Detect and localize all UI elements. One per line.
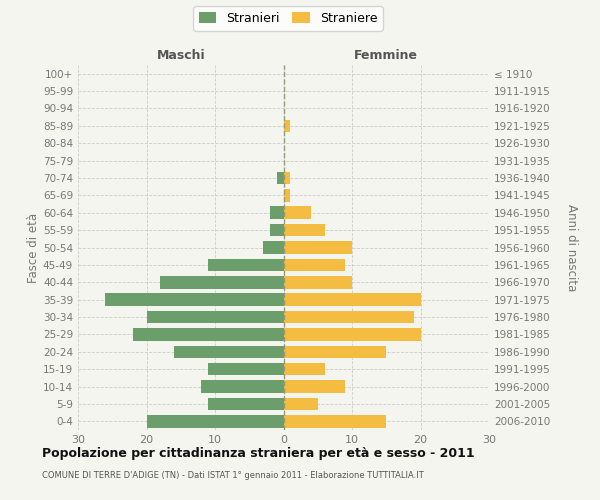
Bar xyxy=(284,311,413,324)
Bar xyxy=(284,328,421,340)
Bar xyxy=(202,380,284,393)
Bar xyxy=(284,120,290,132)
Bar xyxy=(146,415,284,428)
Bar xyxy=(277,172,284,184)
Bar xyxy=(146,311,284,324)
Bar xyxy=(284,398,318,410)
Bar xyxy=(263,241,284,254)
Text: Femmine: Femmine xyxy=(354,48,418,62)
Bar xyxy=(160,276,284,288)
Bar xyxy=(284,346,386,358)
Bar xyxy=(284,380,345,393)
Bar xyxy=(284,415,386,428)
Bar xyxy=(270,206,284,219)
Bar xyxy=(208,258,284,271)
Text: Maschi: Maschi xyxy=(157,48,205,62)
Text: Popolazione per cittadinanza straniera per età e sesso - 2011: Popolazione per cittadinanza straniera p… xyxy=(42,448,475,460)
Bar xyxy=(208,398,284,410)
Bar xyxy=(284,241,352,254)
Y-axis label: Fasce di età: Fasce di età xyxy=(27,212,40,282)
Bar xyxy=(270,224,284,236)
Bar xyxy=(284,276,352,288)
Bar xyxy=(284,172,290,184)
Bar xyxy=(284,294,421,306)
Bar xyxy=(133,328,284,340)
Bar xyxy=(208,363,284,376)
Text: COMUNE DI TERRE D'ADIGE (TN) - Dati ISTAT 1° gennaio 2011 - Elaborazione TUTTITA: COMUNE DI TERRE D'ADIGE (TN) - Dati ISTA… xyxy=(42,471,424,480)
Bar xyxy=(174,346,284,358)
Bar xyxy=(284,258,345,271)
Legend: Stranieri, Straniere: Stranieri, Straniere xyxy=(193,6,383,30)
Y-axis label: Anni di nascita: Anni di nascita xyxy=(565,204,578,291)
Bar xyxy=(284,363,325,376)
Bar xyxy=(284,206,311,219)
Bar xyxy=(106,294,284,306)
Bar xyxy=(284,189,290,202)
Bar xyxy=(284,224,325,236)
